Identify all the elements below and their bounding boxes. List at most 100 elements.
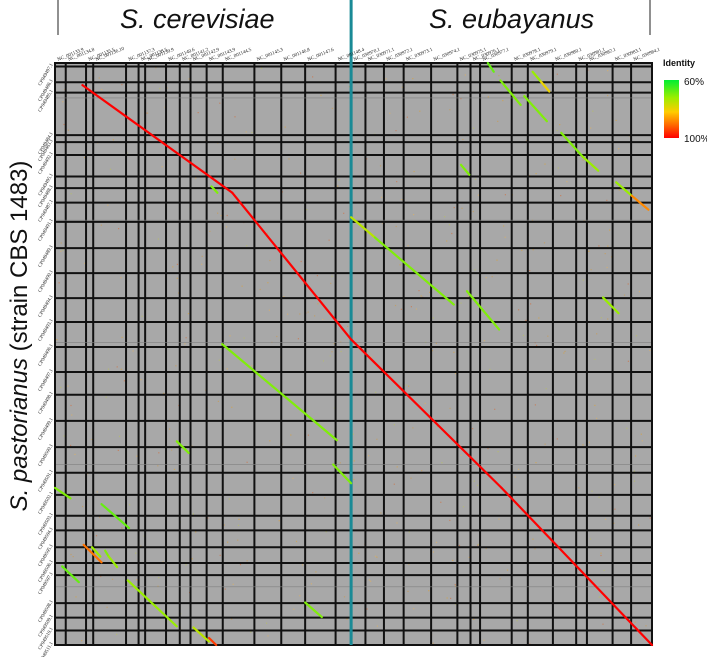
- noise-dot: [606, 199, 608, 201]
- noise-dot: [201, 255, 203, 257]
- noise-dot: [563, 352, 565, 354]
- noise-dot: [241, 285, 243, 287]
- noise-dot: [370, 356, 372, 358]
- noise-dot: [375, 391, 377, 393]
- noise-dot: [649, 349, 651, 351]
- noise-dot: [175, 365, 177, 367]
- noise-dot: [474, 178, 477, 180]
- noise-dot: [560, 195, 562, 197]
- noise-dot: [352, 433, 354, 435]
- noise-dot: [494, 408, 496, 410]
- noise-dot: [634, 621, 636, 623]
- noise-dot: [219, 554, 221, 556]
- noise-dot: [91, 438, 93, 441]
- noise-dot: [472, 210, 474, 213]
- noise-dot: [353, 478, 355, 480]
- noise-dot: [278, 520, 280, 522]
- noise-dot: [596, 417, 598, 419]
- alignment-segment: [630, 194, 650, 211]
- legend-min-label: 100%: [684, 134, 707, 145]
- noise-dot: [195, 177, 197, 179]
- noise-dot: [287, 313, 289, 315]
- noise-dot: [419, 110, 421, 112]
- noise-dot: [461, 207, 463, 209]
- alignment-segment: [90, 546, 102, 558]
- noise-dot: [325, 531, 327, 533]
- noise-dot: [225, 226, 228, 228]
- noise-dot: [405, 384, 407, 386]
- noise-dot: [173, 468, 176, 470]
- x-group-label-eubayanus: S. eubayanus: [429, 4, 595, 34]
- noise-dot: [556, 129, 558, 132]
- y-tick-label: CP049494.1: [38, 294, 55, 318]
- noise-dot: [159, 87, 161, 90]
- y-tick-label: CP049496.1: [38, 343, 55, 367]
- noise-dot: [297, 338, 299, 340]
- noise-dot: [497, 120, 499, 122]
- noise-dot: [331, 275, 333, 277]
- noise-dot: [237, 524, 240, 526]
- noise-dot: [316, 275, 318, 277]
- noise-dot: [594, 358, 596, 360]
- noise-dot: [518, 309, 520, 311]
- noise-dot: [288, 158, 290, 160]
- noise-dot: [299, 595, 301, 597]
- noise-dot: [627, 360, 629, 362]
- noise-dot: [237, 539, 239, 541]
- noise-dot: [477, 194, 479, 196]
- noise-dot: [172, 266, 174, 268]
- noise-dot: [496, 259, 498, 261]
- noise-dot: [444, 216, 446, 218]
- noise-dot: [578, 487, 580, 489]
- noise-dot: [477, 484, 479, 486]
- noise-dot: [544, 443, 546, 445]
- noise-dot: [536, 344, 538, 346]
- noise-dot: [246, 461, 248, 463]
- noise-dot: [346, 618, 348, 620]
- noise-dot: [259, 288, 261, 291]
- alignment-segment: [53, 486, 72, 500]
- noise-dot: [401, 86, 403, 88]
- alignment-segment: [350, 216, 377, 239]
- noise-dot: [588, 250, 590, 252]
- noise-dot: [559, 124, 561, 126]
- noise-dot: [491, 276, 493, 278]
- noise-dot: [618, 189, 620, 191]
- noise-dot: [634, 455, 637, 457]
- noise-dot: [544, 163, 546, 165]
- alignment-segment: [104, 549, 110, 558]
- noise-dot: [394, 304, 397, 307]
- noise-dot: [292, 477, 294, 479]
- noise-dot: [432, 642, 434, 644]
- noise-dot: [185, 564, 187, 566]
- alignment-segment: [615, 181, 633, 197]
- noise-dot: [600, 554, 602, 557]
- noise-dot: [331, 351, 333, 353]
- noise-dot: [589, 538, 591, 540]
- noise-dot: [281, 191, 283, 193]
- noise-dot: [75, 596, 77, 598]
- alignment-segments: [53, 61, 654, 647]
- noise-dot: [477, 544, 479, 546]
- noise-dot: [535, 462, 537, 464]
- noise-dot: [603, 569, 605, 571]
- noise-dot: [600, 317, 602, 319]
- noise-dot: [60, 242, 62, 244]
- noise-dot: [312, 76, 314, 78]
- noise-dot: [408, 563, 410, 565]
- noise-dot: [412, 78, 414, 80]
- noise-dot: [592, 110, 594, 112]
- noise-dot: [121, 336, 123, 338]
- noise-dot: [393, 424, 395, 426]
- noise-dot: [529, 270, 531, 272]
- noise-dot: [300, 260, 302, 263]
- alignment-segment: [207, 636, 218, 647]
- noise-dot: [132, 350, 134, 352]
- noise-dot: [472, 428, 474, 430]
- noise-dot: [408, 531, 410, 533]
- alignment-segment: [539, 80, 551, 93]
- noise-dot: [376, 625, 378, 627]
- noise-dot: [483, 639, 485, 641]
- noise-dot: [645, 625, 647, 627]
- alignment-segment: [523, 95, 549, 123]
